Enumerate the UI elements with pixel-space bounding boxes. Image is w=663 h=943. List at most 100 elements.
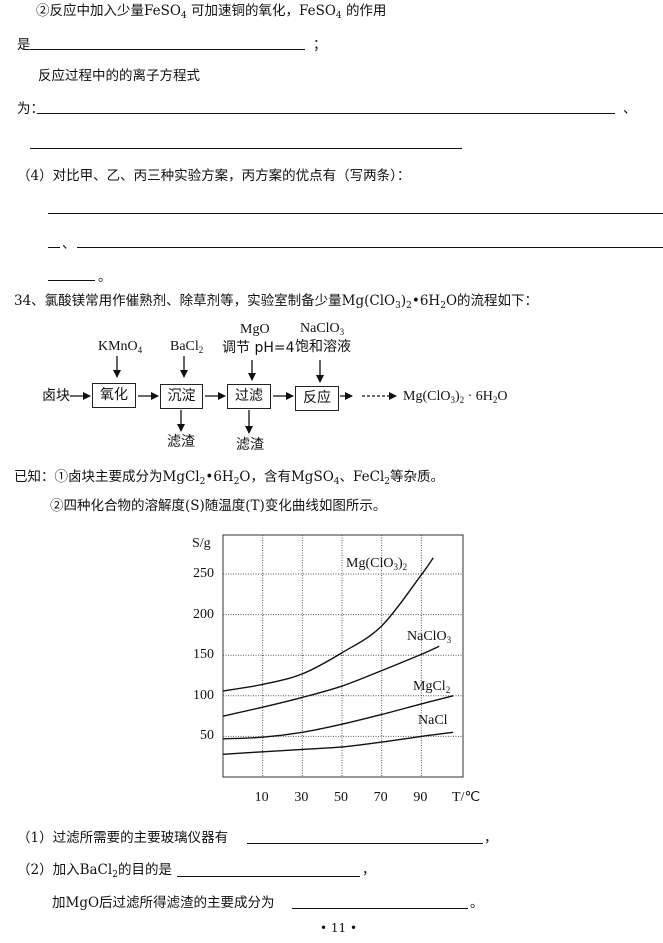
text: 可加速铜的氧化，FeSO	[190, 3, 336, 19]
text: 等杂质。	[390, 469, 445, 485]
q34-q1: （1）过滤所需要的主要玻璃仪器有	[17, 830, 229, 846]
y-tick-label: 200	[193, 606, 214, 622]
x-tick-label: 30	[294, 790, 309, 805]
text: •6H	[205, 469, 234, 485]
text: （2）加入BaCl	[17, 862, 113, 878]
known-2: ②四种化合物的溶解度(S)随温度(T)变化曲线如图所示。	[50, 498, 387, 514]
chart-grid	[223, 535, 463, 777]
chart-frame	[222, 534, 464, 778]
x-tick-label: 10	[254, 790, 269, 805]
answer-blank[interactable]	[48, 213, 663, 214]
subscript: 2	[406, 301, 412, 311]
x-tick-label: 90	[413, 790, 428, 805]
x-tick-label: 50	[334, 790, 348, 805]
answer-blank[interactable]	[247, 843, 483, 844]
subscript: 3	[446, 635, 452, 645]
punct: 。	[470, 895, 484, 911]
x-tick-label: 70	[373, 790, 388, 805]
subscript: 2	[492, 395, 498, 405]
subscript: 2	[112, 870, 118, 880]
text: MgCl	[413, 679, 446, 694]
subscript: 4	[335, 11, 342, 21]
punct: 、	[623, 101, 637, 117]
text: 的目的是	[117, 862, 172, 878]
flow-product: Mg(ClO3)2 · 6H2O	[403, 389, 508, 408]
flow-step-oxidation: 氧化	[92, 383, 136, 408]
flow-step-reaction: 反应	[295, 386, 339, 411]
answer-blank[interactable]	[30, 49, 305, 50]
q34-q3: 加MgO后过滤所得滤渣的主要成分为	[52, 895, 275, 911]
answer-blank[interactable]	[30, 148, 462, 149]
y-tick-label: 50	[200, 728, 214, 744]
residue-label: 滤渣	[236, 437, 264, 453]
text: )	[400, 293, 407, 309]
subscript: 4	[180, 11, 187, 21]
subscript: 2	[440, 301, 446, 311]
text: O，含有MgSO	[239, 469, 334, 485]
q3-line3: 反应过程中的的离子方程式	[38, 68, 200, 84]
series-label-naclo3: NaClO3	[407, 629, 451, 648]
punct: ；	[313, 37, 327, 53]
q34-q2: （2）加入BaCl2的目的是	[17, 862, 172, 883]
flow-step-precipitation: 沉淀	[160, 384, 203, 409]
text: Mg(ClO	[346, 556, 394, 571]
text: NaClO	[300, 321, 340, 336]
text: Mg(ClO	[403, 389, 451, 404]
subscript: 3	[339, 327, 345, 337]
text: · 6H	[464, 389, 493, 404]
subscript: 4	[137, 345, 143, 355]
text: O	[497, 389, 508, 404]
reagent-bacl2: BaCl2	[170, 339, 203, 358]
answer-blank[interactable]	[48, 247, 60, 248]
subscript: 3	[395, 301, 401, 311]
q34-intro: 34、氯酸镁常用作催熟剂、除草剂等，实验室制备少量Mg(ClO3)2•6H2O的…	[14, 293, 538, 314]
text: 已知：①卤块主要成分为MgCl	[14, 469, 200, 485]
solubility-chart	[222, 534, 464, 778]
answer-blank[interactable]	[48, 280, 95, 281]
q3-line1: ②反应中加入少量FeSO4 可加速铜的氧化，FeSO4 的作用	[36, 3, 386, 24]
punct: ，	[484, 830, 498, 846]
text: 、FeCl	[339, 469, 385, 485]
answer-blank[interactable]	[292, 908, 468, 909]
punct: 。	[98, 269, 112, 285]
reagent-mgo-note: 调节 pH=4	[222, 340, 295, 356]
answer-blank[interactable]	[77, 247, 663, 248]
flow-step-filtration: 过滤	[227, 384, 271, 409]
series-label-nacl: NaCl	[418, 713, 448, 728]
subscript: 2	[459, 395, 465, 405]
q4-prompt: （4）对比甲、乙、丙三种实验方案，丙方案的优点有（写两条）：	[17, 168, 411, 184]
reagent-naclo3-note: 饱和溶液	[295, 339, 351, 355]
subscript: 3	[450, 395, 455, 405]
punct: 、	[62, 236, 76, 252]
y-tick-label: 100	[193, 687, 214, 703]
residue-label: 滤渣	[167, 434, 195, 450]
series-curve-mgclo32	[222, 557, 434, 692]
page-number: • 11 •	[320, 921, 358, 935]
y-tick-label: 150	[193, 647, 214, 663]
q3-line2-prefix: 是	[17, 37, 31, 53]
chart-curves	[222, 557, 454, 755]
series-label-mgclo32: Mg(ClO3)2	[346, 556, 407, 575]
subscript: 4	[333, 477, 340, 487]
text: 34、氯酸镁常用作催熟剂、除草剂等，实验室制备少量Mg(ClO	[14, 293, 396, 309]
text: O的流程如下：	[445, 293, 539, 309]
punct: ，	[362, 862, 376, 878]
series-label-mgcl2: MgCl2	[413, 679, 450, 698]
known-1: 已知：①卤块主要成分为MgCl2•6H2O，含有MgSO4、FeCl2等杂质。	[14, 469, 444, 490]
x-axis-label: T/℃	[452, 790, 481, 805]
series-curve-nacl	[222, 731, 454, 755]
subscript: 2	[384, 477, 391, 487]
text: KMnO	[98, 339, 138, 354]
text: 的作用	[345, 3, 387, 19]
text: ②反应中加入少量FeSO	[36, 3, 181, 19]
text: •6H	[411, 293, 441, 309]
flow-start-label: 卤块	[42, 388, 70, 404]
answer-blank[interactable]	[177, 876, 360, 877]
flowchart-arrows	[70, 356, 397, 434]
text: BaCl	[170, 339, 199, 354]
answer-blank[interactable]	[37, 113, 615, 114]
text: NaClO	[407, 629, 447, 644]
subscript: 2	[198, 345, 204, 355]
y-axis-label: S/g	[192, 536, 211, 551]
